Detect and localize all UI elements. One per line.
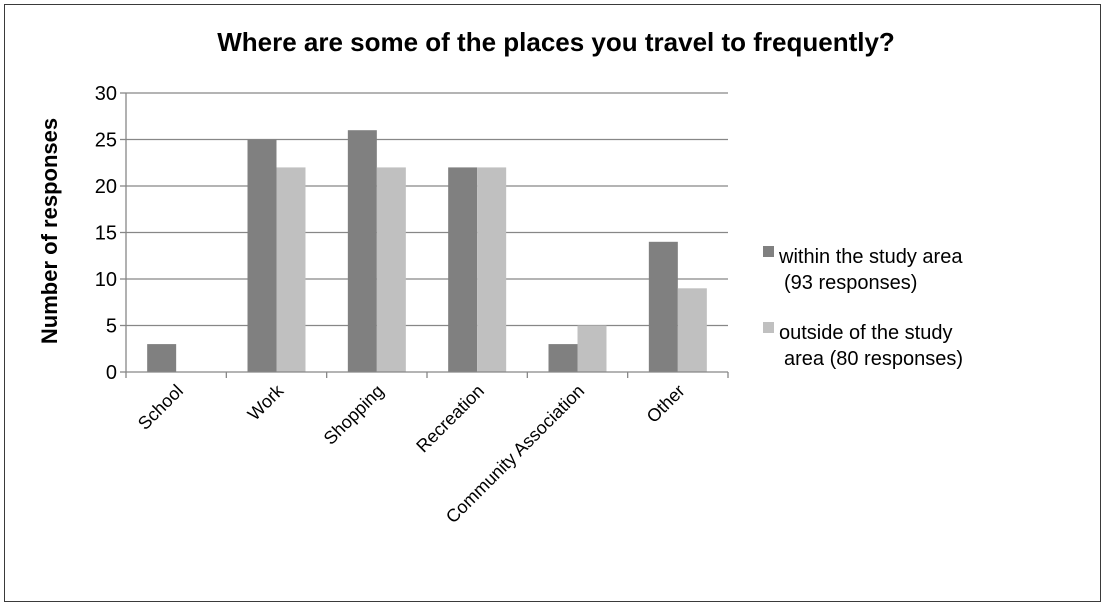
bar-series-1-school bbox=[147, 344, 177, 372]
legend-label: outside of the study bbox=[779, 322, 952, 344]
bar-series-2-work bbox=[276, 167, 306, 372]
bar-series-2-shopping bbox=[376, 167, 406, 372]
chart-title: Where are some of the places you travel … bbox=[217, 27, 895, 57]
y-tick-label: 20 bbox=[95, 176, 117, 198]
legend-label: within the study area bbox=[778, 246, 963, 268]
bar-series-2-recreation bbox=[477, 167, 507, 372]
gridlines bbox=[126, 92, 728, 327]
x-tick-label: Shopping bbox=[320, 381, 388, 449]
y-tick-label: 15 bbox=[95, 223, 117, 245]
bar-series-1-shopping bbox=[347, 130, 377, 372]
axes bbox=[120, 92, 729, 378]
bar-series-2-other bbox=[677, 288, 707, 372]
bar-series-1-community-association bbox=[548, 344, 578, 372]
y-tick-label: 30 bbox=[95, 83, 117, 105]
y-tick-labels: 0 5 10 15 20 25 30 bbox=[95, 83, 117, 384]
x-tick-label: Other bbox=[643, 381, 689, 427]
y-axis-title: Number of responses bbox=[37, 118, 62, 344]
x-tick-label: School bbox=[134, 381, 187, 434]
bar-series-2-community-association bbox=[577, 325, 607, 372]
bar-series-1-recreation bbox=[448, 167, 478, 372]
y-tick-label: 10 bbox=[95, 269, 117, 291]
y-tick-label: 5 bbox=[106, 316, 117, 338]
bar-series-1-work bbox=[247, 139, 277, 372]
x-tick-label: Recreation bbox=[412, 381, 488, 457]
chart-frame bbox=[4, 4, 1101, 602]
x-tick-label: Work bbox=[244, 380, 288, 424]
legend-label: area (80 responses) bbox=[784, 348, 963, 370]
legend: within the study area (93 responses) outsi… bbox=[763, 246, 963, 370]
legend-label: (93 responses) bbox=[784, 272, 917, 294]
y-tick-label: 0 bbox=[106, 362, 117, 384]
legend-swatch bbox=[763, 246, 774, 257]
bar-series-1-other bbox=[648, 241, 678, 372]
bars bbox=[147, 130, 707, 372]
legend-swatch bbox=[763, 322, 774, 333]
y-tick-label: 25 bbox=[95, 130, 117, 152]
